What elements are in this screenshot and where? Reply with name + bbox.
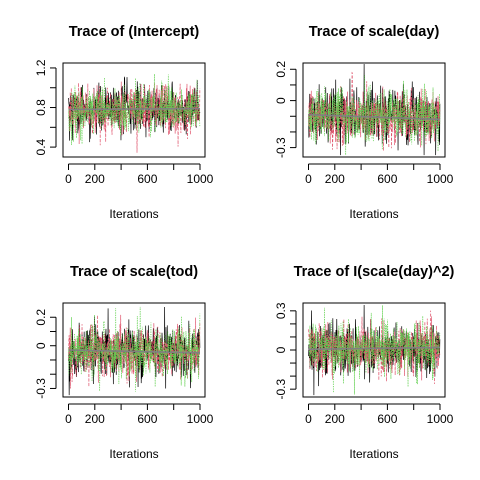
y-tick-label: 0 <box>34 342 48 349</box>
panel-title: Trace of scale(tod) <box>70 264 198 280</box>
chain-3-trace <box>308 74 441 156</box>
chain-traces <box>68 306 201 396</box>
x-tick-label: 0 <box>305 412 312 426</box>
y-axis: -0.3 0 0.2 <box>34 309 57 399</box>
x-tick-label: 200 <box>325 412 345 426</box>
y-tick-label: 0.3 <box>274 302 288 319</box>
y-axis: -0.3 0 0.2 <box>274 61 297 158</box>
x-axis-label: Iterations <box>349 207 398 221</box>
plot-frame <box>302 62 446 158</box>
chain-3-trace <box>308 305 441 395</box>
chain-traces <box>68 73 201 153</box>
y-tick-label: 0 <box>274 97 288 104</box>
chain-3-trace <box>68 306 201 392</box>
trace-panel-2: Trace of scale(day) 0 200 600 1000 Iterations… <box>274 24 454 221</box>
x-tick-label: 600 <box>137 172 157 186</box>
x-tick-label: 1000 <box>187 412 214 426</box>
y-tick-label: 0.2 <box>274 61 288 78</box>
trace-panel-4: Trace of I(scale(day)^2) 0 200 600 1000 Itera… <box>274 264 455 461</box>
y-tick-label: 1.2 <box>34 59 48 76</box>
y-tick-label: 0.4 <box>34 138 48 155</box>
x-tick-label: 1000 <box>427 172 454 186</box>
x-tick-label: 200 <box>85 412 105 426</box>
x-tick-label: 0 <box>65 172 72 186</box>
trace-panel-3: Trace of scale(tod) 0 200 600 1000 Iterations… <box>34 264 214 461</box>
x-tick-label: 0 <box>305 172 312 186</box>
y-tick-label: 0 <box>274 346 288 353</box>
y-tick-label: -0.3 <box>274 137 288 158</box>
y-tick-label: 0.8 <box>34 99 48 116</box>
panel-title: Trace of (Intercept) <box>69 24 200 40</box>
y-tick-label: -0.3 <box>34 378 48 399</box>
trend-line <box>308 113 441 121</box>
x-axis-label: Iterations <box>109 207 158 221</box>
chain-traces <box>308 304 441 396</box>
y-tick-label: -0.3 <box>274 379 288 400</box>
trend-line <box>308 346 441 351</box>
x-tick-label: 200 <box>325 172 345 186</box>
plot-frame <box>62 302 206 398</box>
chain-2-trace <box>308 71 441 151</box>
x-tick-label: 1000 <box>187 172 214 186</box>
y-tick-label: 0.2 <box>34 309 48 326</box>
trend-line <box>68 349 201 354</box>
y-axis: 0.4 0.8 1.2 <box>34 59 57 155</box>
x-axis-label: Iterations <box>109 447 158 461</box>
panel-title: Trace of scale(day) <box>309 24 440 40</box>
x-axis: 0 200 600 1000 Iterations <box>305 403 454 461</box>
trend-line <box>68 107 201 111</box>
x-axis-label: Iterations <box>349 447 398 461</box>
chain-2-trace <box>308 310 441 385</box>
chain-3-trace <box>68 73 201 146</box>
chain-2-trace <box>68 314 201 389</box>
x-tick-label: 600 <box>137 412 157 426</box>
panel-title: Trace of I(scale(day)^2) <box>294 264 455 280</box>
x-axis: 0 200 600 1000 Iterations <box>305 163 454 221</box>
x-axis: 0 200 600 1000 Iterations <box>65 163 214 221</box>
x-tick-label: 0 <box>65 412 72 426</box>
x-tick-label: 600 <box>377 172 397 186</box>
x-tick-label: 600 <box>377 412 397 426</box>
plot-frame <box>302 302 446 398</box>
plot-frame <box>62 62 206 158</box>
x-tick-label: 1000 <box>427 412 454 426</box>
trace-panel-1: Trace of (Intercept) 0 200 600 1000 Iteration… <box>34 24 214 221</box>
chain-traces <box>308 63 441 156</box>
x-tick-label: 200 <box>85 172 105 186</box>
y-axis: -0.3 0 0.3 <box>274 302 297 400</box>
chain-2-trace <box>68 81 201 153</box>
x-axis: 0 200 600 1000 Iterations <box>65 403 214 461</box>
